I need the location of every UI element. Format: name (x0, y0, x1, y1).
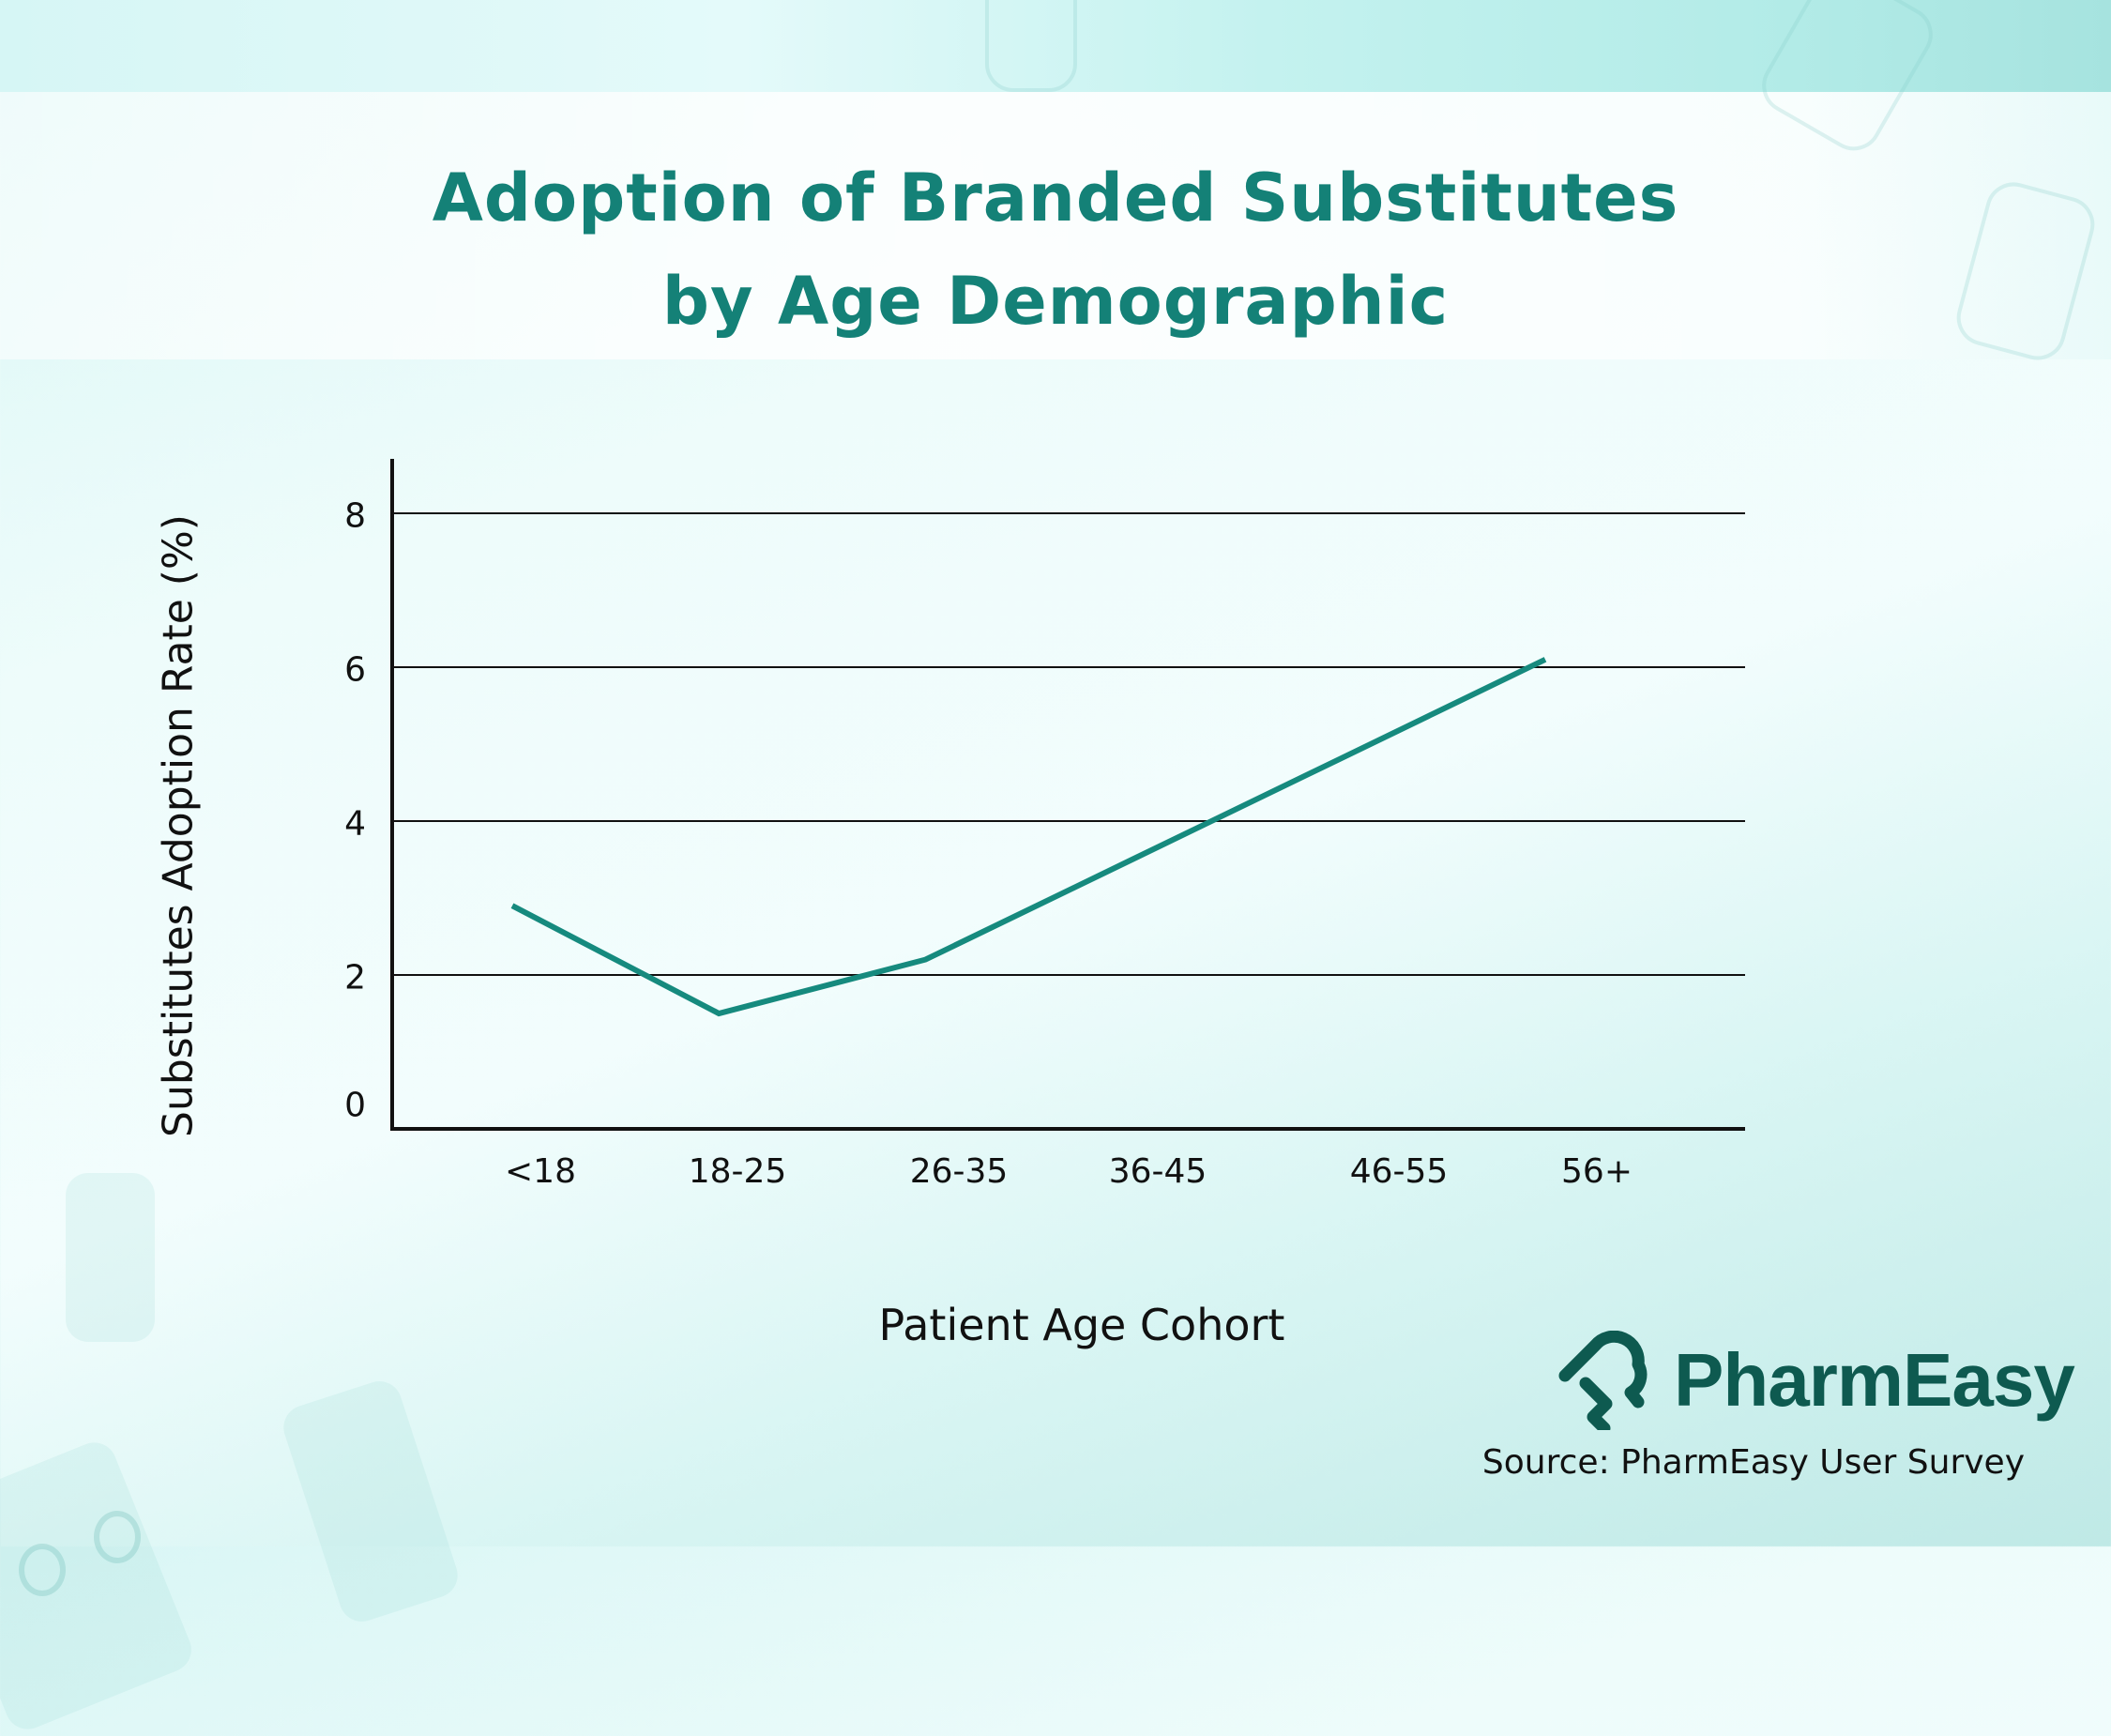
logo-text: PharmEasy (1674, 1338, 2075, 1422)
chart-title-line-2: by Age Demographic (661, 263, 1450, 340)
x-tick-56-plus: 56+ (1561, 1152, 1633, 1191)
decorative-pill-shape (985, 0, 1077, 92)
x-tick-46-55: 46-55 (1349, 1152, 1449, 1191)
y-tick-2: 2 (344, 958, 366, 997)
gridlines (392, 512, 1745, 976)
line-chart (390, 459, 1745, 1131)
decorative-pill-ring (19, 1544, 66, 1596)
decorative-capsule-shape (66, 1173, 155, 1342)
source-note: Source: PharmEasy User Survey (1481, 1443, 2025, 1482)
series-line (510, 657, 1547, 1017)
x-tick-under-18: <18 (505, 1152, 576, 1191)
x-tick-26-35: 26-35 (909, 1152, 1009, 1191)
y-tick-4: 4 (344, 804, 366, 844)
y-axis-title: Substitutes Adoption Rate (%) (154, 514, 203, 1137)
pharmeasy-logo: PharmEasy (1557, 1331, 2075, 1430)
title-panel (0, 92, 2111, 359)
pharmeasy-logo-icon (1558, 1331, 1648, 1430)
x-axis-title: Patient Age Cohort (878, 1300, 1285, 1350)
y-tick-8: 8 (344, 496, 366, 536)
y-tick-6: 6 (344, 650, 366, 690)
y-tick-0: 0 (344, 1086, 366, 1125)
x-tick-18-25: 18-25 (688, 1152, 787, 1191)
chart-title-line-1: Adoption of Branded Substitutes (432, 160, 1679, 236)
x-tick-36-45: 36-45 (1108, 1152, 1207, 1191)
